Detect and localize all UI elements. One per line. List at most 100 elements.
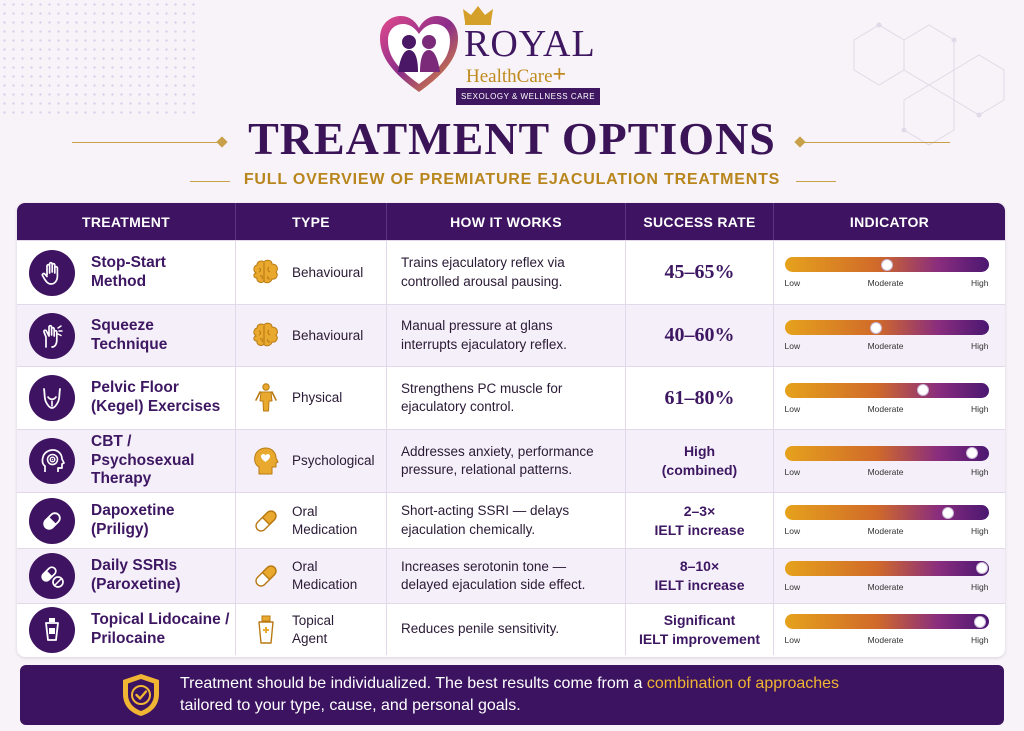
tube-icon [45,617,59,641]
scale-moderate: Moderate [867,341,904,351]
header-success-rate: SUCCESS RATE [626,203,774,240]
indicator-cell: Low Moderate High [774,241,1005,304]
indicator-bar [784,257,989,272]
indicator-knob [941,506,954,519]
indicator-scale: Low Moderate High [785,404,989,414]
treatment-icon [29,312,75,359]
table-row: Squeeze Technique Behavioural Manual press… [17,304,1005,366]
success-rate-cell: 45–65% [626,241,774,304]
pill-icon [255,509,277,532]
how-it-works-cell: Manual pressure at glans interrupts ejac… [387,305,626,366]
table-row: Daily SSRIs (Paroxetine) Oral Medication I… [17,548,1005,603]
treatment-type: Behavioural [292,264,364,280]
treatment-type: Behavioural [292,327,364,343]
indicator-cell: Low Moderate High [774,430,1005,492]
indicator-cell: Low Moderate High [774,367,1005,429]
treatment-icon [29,375,75,421]
how-it-works-cell: Reduces penile sensitivity. [387,604,626,655]
treatment-name: Topical Lidocaine / Prilocaine [91,610,230,647]
treatment-name: CBT / Psychosexual Therapy [91,432,195,488]
indicator-knob [975,562,988,574]
indicator-scale: Low Moderate High [785,582,989,592]
success-rate-cell: 40–60% [626,305,774,366]
treatment-table: TREATMENT TYPE HOW IT WORKS SUCCESS RATE… [17,203,1005,657]
treatment-icon [29,497,75,544]
molecule-pattern-decoration [853,22,1005,146]
indicator-knob [870,321,883,334]
page-subtitle: FULL OVERVIEW OF PREMIATURE EJACULATION … [243,171,781,188]
indicator-knob [880,258,893,271]
body-icon [255,383,277,412]
table-row: Topical Lidocaine / Prilocaine Topical Ag… [17,603,1005,655]
title-divider-right [800,142,950,143]
footer-text: Treatment should be individualized. The … [180,675,840,714]
scale-low: Low [784,635,801,645]
brand-name: ROYAL [464,23,596,65]
subtitle-divider-left [190,181,230,182]
indicator-knob [974,615,987,628]
type-cell: Oral Medication [236,493,387,548]
squeeze-hand-icon [43,324,63,348]
scale-high: High [971,526,989,536]
indicator-scale: Low Moderate High [785,278,989,288]
scale-high: High [971,403,989,414]
plus-icon: + [552,62,567,88]
footer-banner: Treatment should be individualized. The … [20,665,1004,725]
scale-moderate: Moderate [867,278,904,288]
indicator-scale: Low Moderate High [785,341,989,351]
scale-moderate: Moderate [867,466,904,477]
subtitle-divider-right [796,181,836,182]
treatment-cell: Daily SSRIs (Paroxetine) [17,549,236,603]
logo: ROYAL HealthCare+ SEXOLOGY & WELLNESS CA… [378,4,658,105]
footer-highlight: combination of approaches [646,675,840,693]
table-row: Pelvic Floor (Kegel) Exercises Physical St… [17,366,1005,429]
type-cell: Behavioural [236,241,387,304]
indicator-bar [784,614,989,629]
type-cell: Psychological [236,430,387,492]
success-rate-cell: High (combined) [626,430,774,492]
treatment-type: Psychological [292,453,375,469]
success-rate-cell: 61–80% [626,367,774,429]
indicator-cell: Low Moderate High [774,305,1005,366]
indicator-scale: Low Moderate High [785,467,989,477]
type-cell: Oral Medication [236,549,387,603]
table-row: CBT / Psychosexual Therapy Psychological A… [17,429,1005,492]
brand-tagline: SEXOLOGY & WELLNESS CARE [456,88,600,105]
treatment-icon [29,438,75,484]
treatment-type: Oral Medication [292,559,358,592]
scale-high: High [971,635,989,645]
indicator-bar [784,320,989,335]
scale-moderate: Moderate [867,403,904,414]
how-it-works-cell: Strengthens PC muscle for ejaculatory co… [387,367,626,429]
scale-high: High [971,278,989,288]
scale-moderate: Moderate [867,635,904,645]
success-rate-cell: Significant IELT improvement [626,604,774,655]
treatment-name: Dapoxetine (Priligy) [91,501,175,538]
heart-couple-icon [380,16,458,92]
indicator-cell: Low Moderate High [774,493,1005,548]
scale-low: Low [784,278,801,288]
type-cell: Topical Agent [236,604,387,655]
scale-high: High [971,341,989,351]
scale-high: High [971,466,989,477]
indicator-bar [784,560,989,576]
treatment-icon [29,249,75,296]
pelvis-icon [43,388,61,409]
success-rate-cell: 8–10× IELT increase [626,549,774,603]
pill-icon [255,565,277,587]
treatment-name: Squeeze Technique [91,316,168,353]
how-it-works-cell: Short-acting SSRI — delays ejaculation c… [387,493,626,548]
header-treatment: TREATMENT [17,203,236,240]
header-how-it-works: HOW IT WORKS [387,203,626,240]
table-header: TREATMENT TYPE HOW IT WORKS SUCCESS RATE… [17,203,1005,240]
indicator-knob [917,384,930,396]
page-title: TREATMENT OPTIONS [248,113,776,164]
type-cell: Physical [236,367,387,429]
indicator-bar [784,445,989,461]
type-cell: Behavioural [236,305,387,366]
shield-check-icon [123,674,159,716]
scale-low: Low [784,526,801,536]
scale-high: High [971,581,989,592]
treatment-icon [29,553,75,599]
brain-icon [253,259,278,283]
